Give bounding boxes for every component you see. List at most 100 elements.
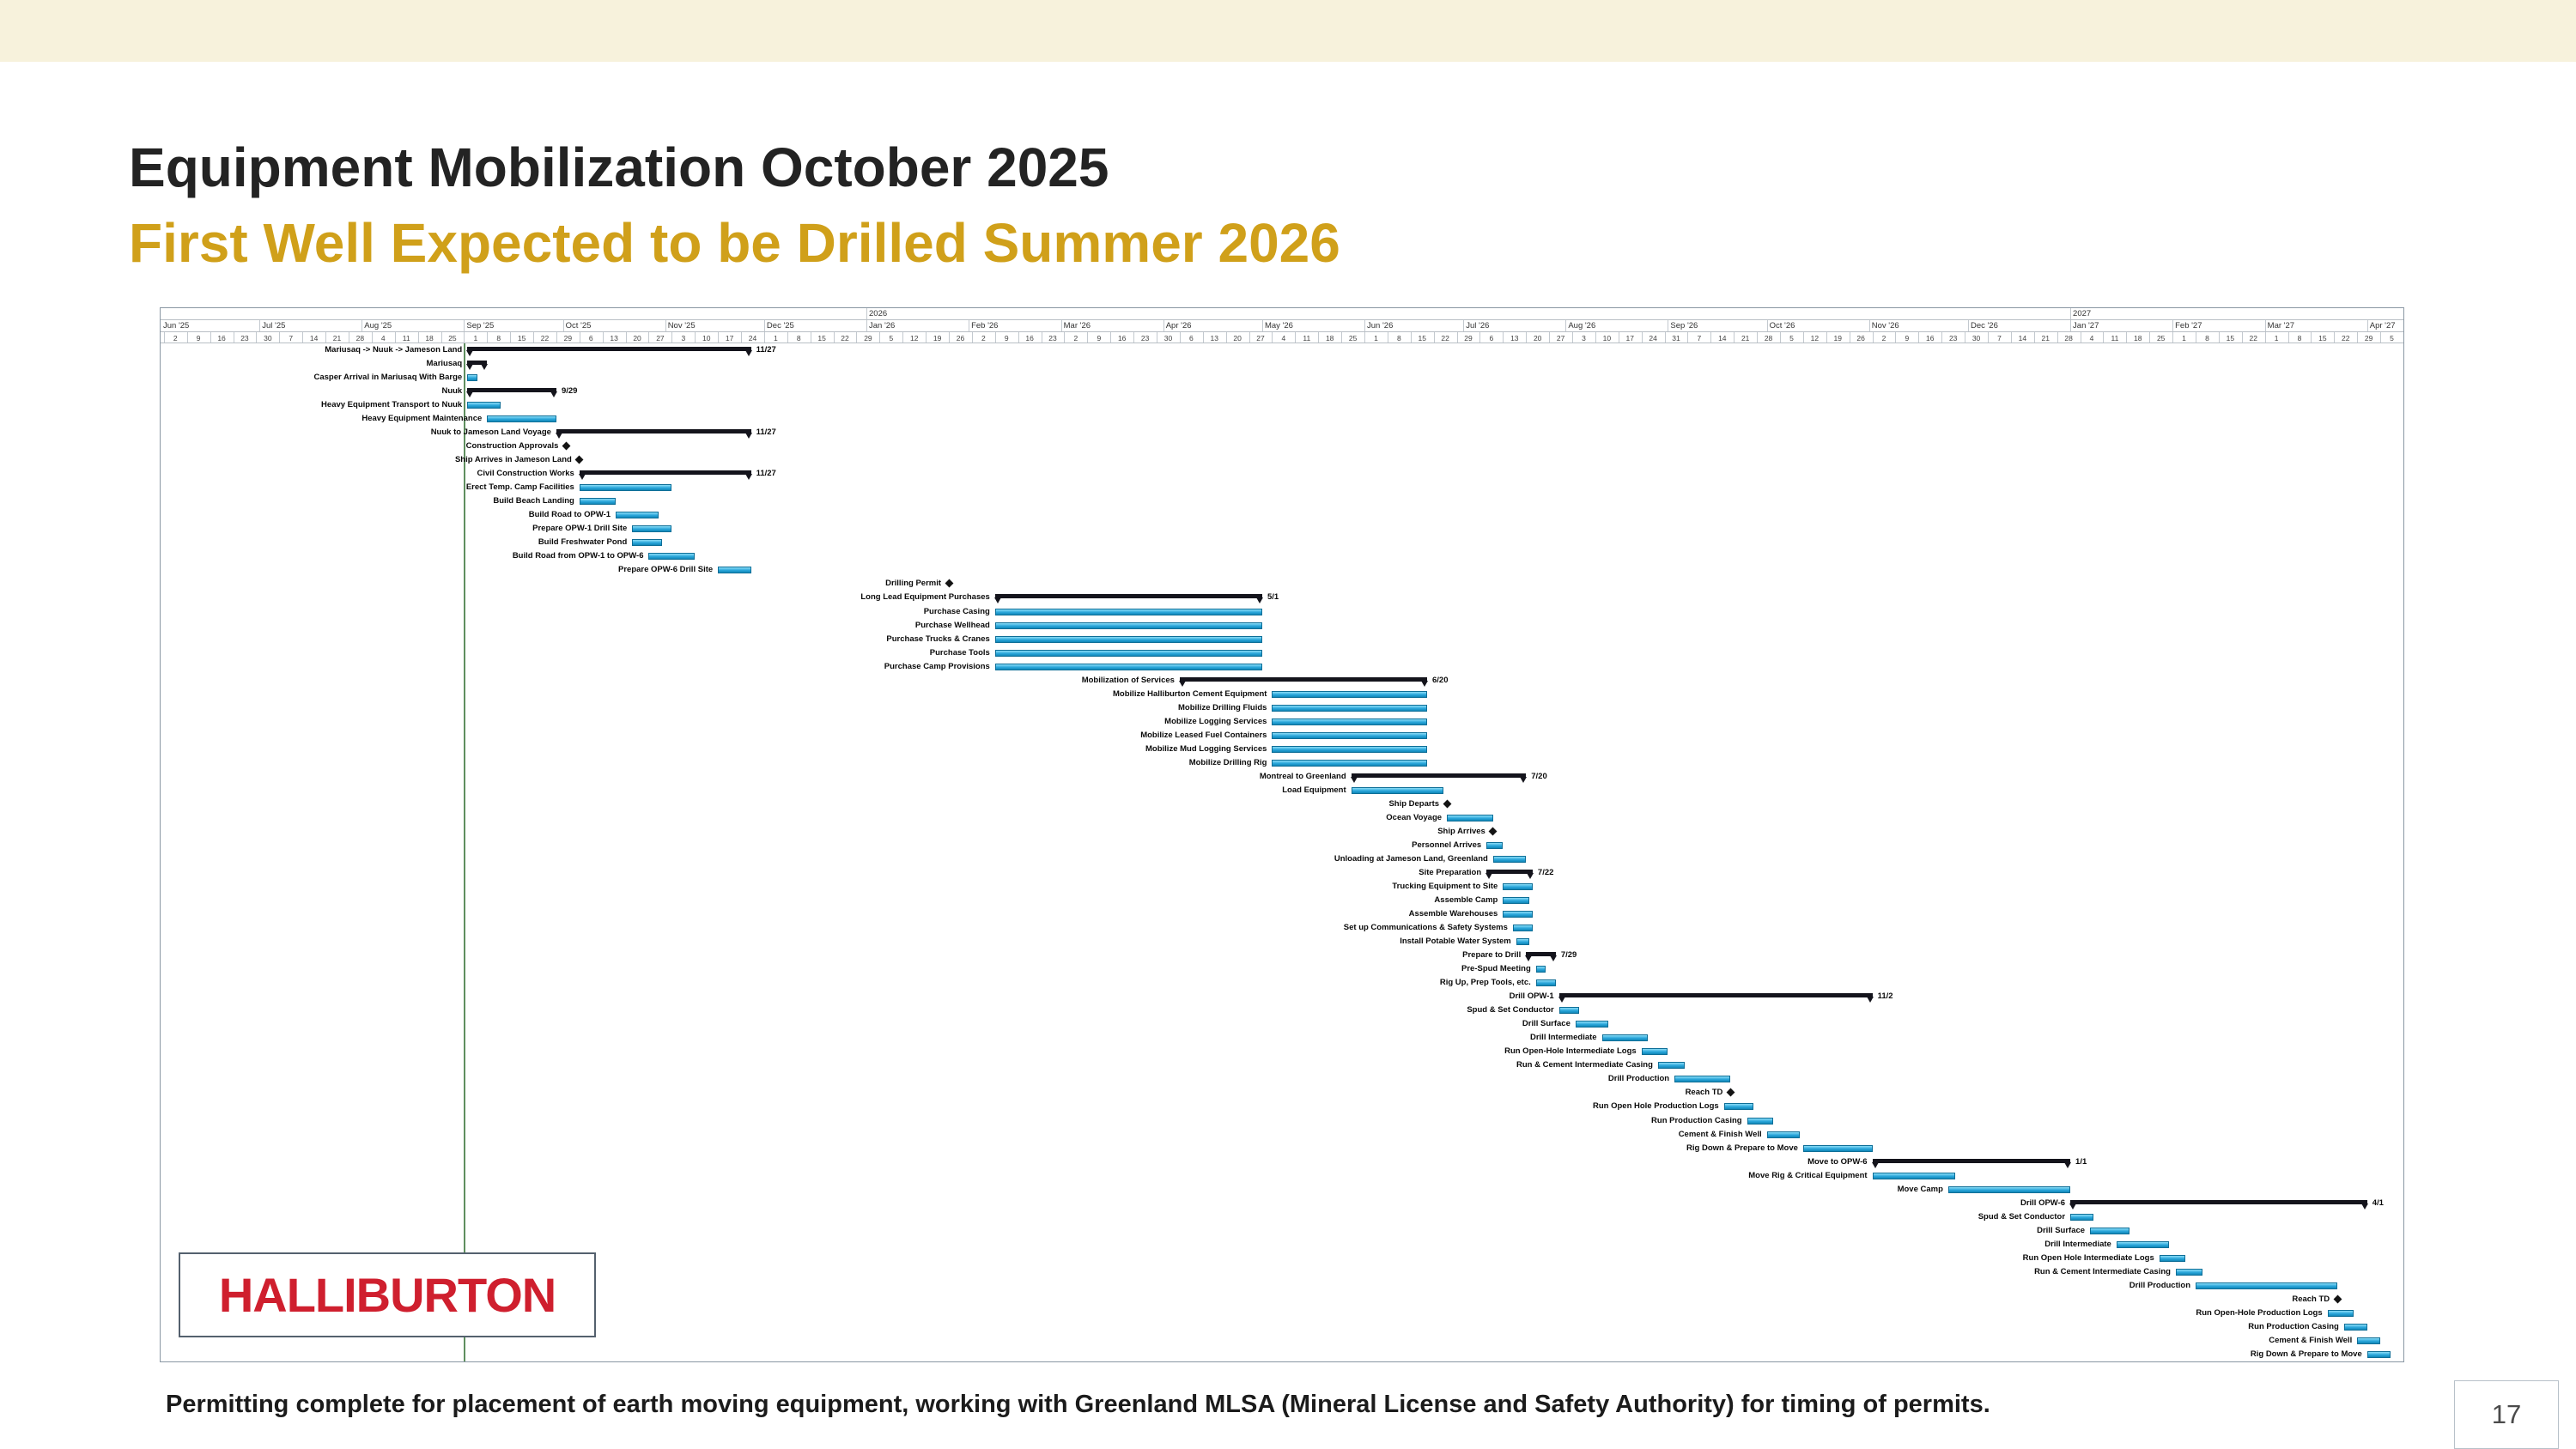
- week-tick: [1225, 332, 1227, 343]
- task-bar: [2090, 1227, 2130, 1234]
- week-number: 4: [2089, 333, 2094, 343]
- gantt-row: Mobilize Halliburton Cement Equipment: [161, 688, 2403, 701]
- top-accent-band: [0, 0, 2576, 62]
- week-tick: [1433, 332, 1435, 343]
- summary-bar: [1525, 952, 1557, 962]
- week-number: 13: [1510, 333, 1519, 343]
- gantt-row: Heavy Equipment Maintenance: [161, 412, 2403, 426]
- month-label: Feb '26: [971, 321, 999, 330]
- month-label: Nov '26: [1871, 321, 1899, 330]
- task-name-label: Install Potable Water System: [1400, 937, 1511, 947]
- task-name-label: Drill Surface: [2037, 1225, 2086, 1235]
- summary-bar: [1350, 773, 1527, 783]
- month-tick: [2172, 320, 2174, 331]
- task-bar: [1535, 966, 1546, 973]
- page-number-text: 17: [2491, 1399, 2522, 1429]
- gantt-row: Run Production Casing: [161, 1320, 2403, 1334]
- task-name-label: Mobilize Logging Services: [1164, 716, 1267, 726]
- gantt-row: Drill Production: [161, 1072, 2403, 1086]
- task-bar: [2366, 1350, 2391, 1358]
- week-tick: [2264, 332, 2266, 343]
- week-tick: [1941, 332, 1943, 343]
- milestone-diamond: [2333, 1294, 2342, 1304]
- task-name-label: Civil Construction Works: [477, 469, 574, 479]
- week-tick: [1318, 332, 1320, 343]
- week-number: 15: [817, 333, 826, 343]
- task-bar: [994, 608, 1262, 615]
- task-name-label: Run Production Casing: [2248, 1321, 2339, 1331]
- task-bar: [648, 553, 696, 561]
- task-bar: [1447, 814, 1493, 822]
- task-name-label: Spud & Set Conductor: [1467, 1005, 1554, 1016]
- month-label: Dec '26: [1970, 321, 1998, 330]
- month-label: Jul '26: [1466, 321, 1490, 330]
- timeline-year-row: 2026 2027: [161, 308, 2403, 320]
- gantt-row: Run Open-Hole Production Logs: [161, 1307, 2403, 1320]
- week-number: 1: [2182, 333, 2186, 343]
- gantt-row: Move to OPW-6 1/1: [161, 1155, 2403, 1169]
- month-label: Jun '26: [1367, 321, 1394, 330]
- week-tick: [1272, 332, 1273, 343]
- task-name-label: Build Road to OPW-1: [528, 510, 611, 520]
- gantt-row: Mobilization of Services 6/20: [161, 674, 2403, 688]
- task-bar: [2357, 1337, 2381, 1344]
- gantt-row: Set up Communications & Safety Systems: [161, 921, 2403, 935]
- week-tick: [763, 332, 765, 343]
- gantt-row: Cement & Finish Well: [161, 1128, 2403, 1142]
- task-bar: [2175, 1268, 2202, 1276]
- task-date-label: 9/29: [561, 386, 578, 397]
- week-number: 9: [196, 333, 201, 343]
- gantt-row: Nuuk 9/29: [161, 385, 2403, 398]
- week-tick: [1664, 332, 1666, 343]
- month-label: Jan '27: [2073, 321, 2099, 330]
- week-tick: [1872, 332, 1874, 343]
- task-name-label: Mariusaq -> Nuuk -> Jameson Land: [325, 345, 463, 355]
- gantt-row: Mobilize Drilling Rig: [161, 756, 2403, 770]
- task-bar: [616, 512, 659, 519]
- task-bar: [1641, 1048, 1668, 1056]
- task-name-label: Mobilize Leased Fuel Containers: [1140, 730, 1267, 740]
- gantt-row: Assemble Warehouses: [161, 907, 2403, 921]
- week-number: 26: [956, 333, 965, 343]
- week-number: 21: [2041, 333, 2050, 343]
- week-tick: [440, 332, 442, 343]
- task-bar: [1601, 1034, 1649, 1042]
- task-name-label: Set up Communications & Safety Systems: [1343, 923, 1508, 933]
- summary-bar: [1178, 676, 1429, 687]
- gantt-row: Prepare OPW-6 Drill Site: [161, 563, 2403, 577]
- week-tick: [394, 332, 396, 343]
- gantt-row: Erect Temp. Camp Facilities: [161, 481, 2403, 494]
- week-tick: [741, 332, 743, 343]
- week-tick: [1710, 332, 1712, 343]
- month-label: Oct '25: [565, 321, 592, 330]
- month-label: Apr '26: [1165, 321, 1192, 330]
- task-name-label: Personnel Arrives: [1412, 840, 1482, 850]
- summary-bar: [466, 361, 489, 371]
- gantt-row: Drill Intermediate: [161, 1238, 2403, 1252]
- week-tick: [1064, 332, 1066, 343]
- gantt-row: Drill Intermediate: [161, 1031, 2403, 1045]
- week-number: 8: [2205, 333, 2209, 343]
- month-label: Sep '25: [466, 321, 495, 330]
- month-label: Aug '26: [1568, 321, 1596, 330]
- task-name-label: Load Equipment: [1282, 785, 1346, 795]
- task-name-label: Mariusaq: [426, 359, 463, 369]
- task-name-label: Construction Approvals: [465, 441, 559, 452]
- task-name-label: Prepare OPW-6 Drill Site: [618, 565, 714, 575]
- task-name-label: Purchase Wellhead: [914, 620, 990, 630]
- gantt-row: Mobilize Drilling Fluids: [161, 701, 2403, 715]
- week-number: 15: [517, 333, 526, 343]
- week-number: 23: [240, 333, 249, 343]
- week-number: 29: [563, 333, 573, 343]
- task-date-label: 11/27: [756, 345, 776, 355]
- task-date-label: 5/1: [1267, 592, 1279, 603]
- summary-bar: [2069, 1199, 2368, 1210]
- task-bar: [467, 402, 501, 409]
- gantt-row: Trucking Equipment to Site: [161, 880, 2403, 894]
- month-tick: [1766, 320, 1768, 331]
- week-number: 18: [1325, 333, 1334, 343]
- task-bar: [1657, 1062, 1685, 1070]
- task-bar: [2327, 1309, 2354, 1317]
- week-number: 1: [774, 333, 778, 343]
- week-number: 11: [1303, 333, 1311, 343]
